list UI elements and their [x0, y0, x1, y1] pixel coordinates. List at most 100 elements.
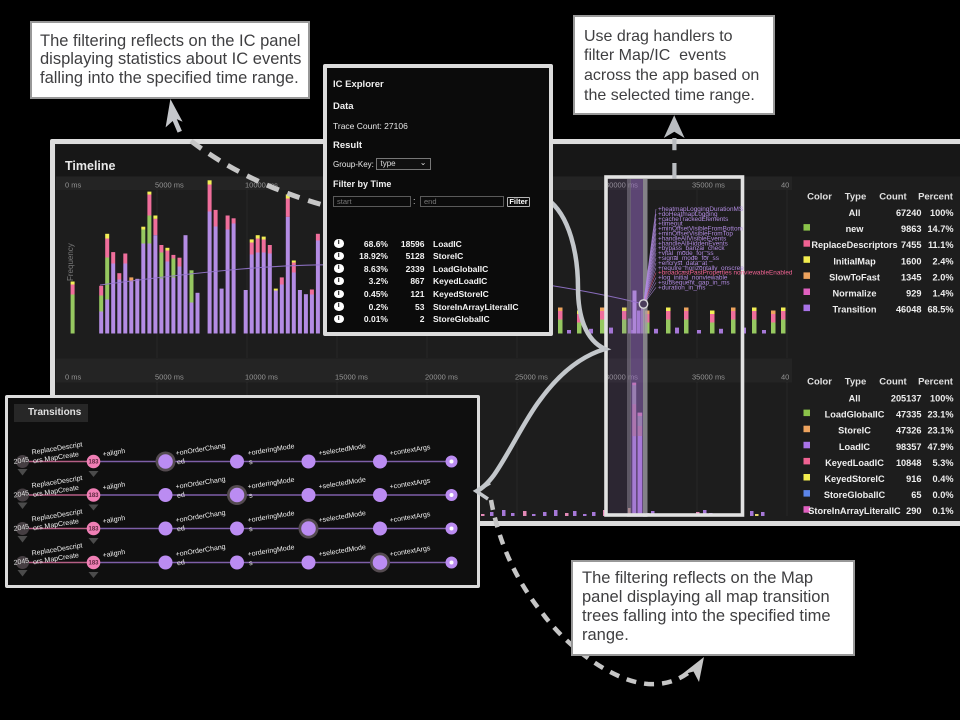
svg-text:+minOffsetVisibleFromTop: +minOffsetVisibleFromTop [658, 230, 733, 237]
svg-text:100%: 100% [930, 208, 954, 218]
svg-text:9863: 9863 [901, 224, 921, 234]
svg-text:StoreInArrayLiteralIC: StoreInArrayLiteralIC [808, 506, 901, 516]
svg-text:s: s [249, 459, 254, 467]
svg-text:+onOrderChang: +onOrderChang [175, 443, 226, 458]
svg-text:InitialMap: InitialMap [833, 256, 876, 266]
svg-text:+alignh: +alignh [102, 448, 126, 458]
svg-text:+timeout: +timeout [658, 220, 683, 227]
svg-text:+orderingMode: +orderingMode [247, 510, 295, 524]
svg-text:0.1%: 0.1% [933, 506, 954, 516]
svg-text:35000 ms: 35000 ms [692, 372, 725, 381]
svg-text:+orderingMode: +orderingMode [247, 477, 295, 491]
svg-text:Transition: Transition [833, 304, 877, 314]
svg-text:+vital_mode_for_ss: +vital_mode_for_ss [658, 250, 714, 257]
svg-text:ed: ed [177, 492, 186, 500]
svg-text:5.3%: 5.3% [933, 457, 954, 467]
svg-text:+bypass_banzai_check: +bypass_banzai_check [658, 245, 725, 252]
svg-text:Timeline: Timeline [65, 159, 116, 173]
svg-text:0.4%: 0.4% [933, 474, 954, 484]
svg-text:183: 183 [88, 561, 99, 567]
svg-text:Count: Count [879, 191, 907, 202]
svg-text:All: All [849, 393, 861, 403]
svg-text:ed: ed [177, 458, 186, 466]
svg-text:All: All [849, 208, 861, 218]
svg-text:1600: 1600 [901, 256, 921, 266]
svg-text:2045: 2045 [13, 524, 30, 533]
svg-text:ed: ed [177, 525, 186, 533]
svg-text:Count: Count [879, 376, 907, 387]
svg-text:98357: 98357 [896, 441, 922, 451]
svg-text:+selectedMode: +selectedMode [318, 510, 366, 524]
svg-text:SlowToFast: SlowToFast [829, 272, 880, 282]
svg-text:68.5%: 68.5% [927, 304, 953, 314]
svg-text:40: 40 [781, 180, 789, 189]
svg-text:23.1%: 23.1% [927, 409, 953, 419]
svg-text:+alignh: +alignh [102, 515, 126, 525]
svg-text:+contextArgs: +contextArgs [389, 545, 431, 558]
svg-text:+contextArgs: +contextArgs [389, 444, 431, 457]
svg-text:23.1%: 23.1% [927, 425, 953, 435]
svg-text:10848: 10848 [896, 457, 922, 467]
svg-text:67240: 67240 [896, 208, 922, 218]
svg-text:+doHeatmapLogging: +doHeatmapLogging [658, 210, 718, 217]
svg-text:183: 183 [88, 460, 99, 466]
svg-text:40: 40 [781, 372, 789, 381]
svg-text:30000 ms: 30000 ms [605, 180, 638, 189]
svg-text:Type: Type [845, 376, 866, 387]
svg-text:47.9%: 47.9% [927, 441, 953, 451]
svg-text:0 ms: 0 ms [65, 180, 82, 189]
svg-text:290: 290 [906, 506, 921, 516]
svg-text:14.7%: 14.7% [927, 224, 953, 234]
svg-text:s: s [249, 560, 254, 568]
svg-text:+onOrderChang: +onOrderChang [175, 476, 226, 491]
svg-text:s: s [249, 526, 254, 534]
svg-text:+minOffsetVisibleFromBottom: +minOffsetVisibleFromBottom [658, 225, 743, 232]
svg-text:2.0%: 2.0% [933, 272, 954, 282]
svg-text:46048: 46048 [896, 304, 922, 314]
svg-text:2045: 2045 [13, 558, 30, 567]
svg-text:47326: 47326 [896, 425, 922, 435]
svg-text:+handleAllHiddenEvents: +handleAllHiddenEvents [658, 240, 728, 247]
svg-text:11.1%: 11.1% [928, 240, 954, 250]
svg-text:ReplaceDescriptors: ReplaceDescriptors [811, 240, 897, 250]
svg-text:+alignh: +alignh [102, 549, 126, 559]
svg-text:Color: Color [807, 191, 832, 202]
svg-text:+subsequent_gap_in_ms: +subsequent_gap_in_ms [658, 279, 730, 286]
svg-text:ed: ed [177, 559, 186, 567]
svg-text:0 ms: 0 ms [65, 372, 82, 381]
svg-text:183: 183 [88, 527, 99, 533]
svg-text:+onOrderChang: +onOrderChang [175, 510, 226, 525]
svg-text:+handleAllVisibleEvents: +handleAllVisibleEvents [658, 235, 726, 242]
svg-text:47335: 47335 [896, 409, 922, 419]
svg-text:+broadcastPastProperties nonvi: +broadcastPastProperties nonviewableEnab… [658, 269, 793, 276]
svg-text:5000 ms: 5000 ms [155, 180, 184, 189]
svg-text:7455: 7455 [901, 240, 921, 250]
svg-text:1345: 1345 [901, 272, 921, 282]
svg-text:10000 ms: 10000 ms [245, 372, 278, 381]
svg-text:Color: Color [807, 376, 832, 387]
svg-text:StoreGlobalIC: StoreGlobalIC [824, 490, 886, 500]
svg-text:+duration_in_ms: +duration_in_ms [658, 284, 705, 291]
svg-text:5000 ms: 5000 ms [155, 372, 184, 381]
svg-text:10000 ms: 10000 ms [245, 180, 278, 189]
svg-text:2045: 2045 [13, 490, 30, 499]
svg-text:2.4%: 2.4% [933, 256, 954, 266]
svg-text:Frequency: Frequency [66, 243, 75, 281]
svg-text:1.4%: 1.4% [933, 288, 954, 298]
svg-text:15000 ms: 15000 ms [335, 372, 368, 381]
svg-text:+heatmapLoggingDurationMS: +heatmapLoggingDurationMS [658, 206, 743, 213]
svg-text:65: 65 [911, 490, 921, 500]
svg-text:+signal_mode_for_ss: +signal_mode_for_ss [658, 255, 719, 262]
svg-text:20000 ms: 20000 ms [425, 372, 458, 381]
svg-text:0.0%: 0.0% [933, 490, 954, 500]
svg-text:Percent: Percent [918, 191, 954, 202]
svg-text:LoadGlobalIC: LoadGlobalIC [825, 409, 885, 419]
svg-text:916: 916 [906, 474, 921, 484]
svg-text:+require_horizontally_onscree: +require_horizontally_onscree [658, 264, 744, 271]
svg-text:new: new [846, 224, 865, 234]
svg-text:35000 ms: 35000 ms [692, 180, 725, 189]
svg-text:+orderingMode: +orderingMode [247, 544, 295, 558]
svg-text:+onOrderChang: +onOrderChang [175, 544, 226, 559]
svg-text:+selectedMode: +selectedMode [318, 477, 366, 491]
svg-text:+encryst_data_at: +encryst_data_at [658, 259, 707, 266]
